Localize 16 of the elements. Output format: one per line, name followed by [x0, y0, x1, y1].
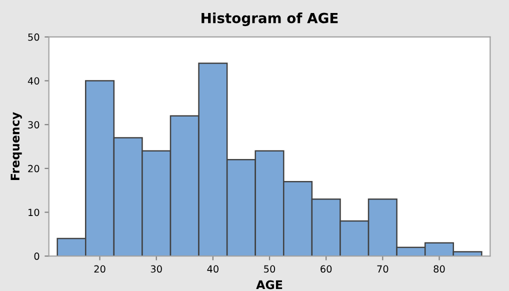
y-tick-label: 40 [28, 77, 40, 85]
x-tick-label: 80 [434, 265, 445, 273]
x-tick-label: 20 [94, 265, 106, 273]
chart-title: Histogram of AGE [202, 12, 338, 26]
x-tick-label: 70 [377, 265, 388, 273]
y-tick-label: 10 [28, 208, 40, 216]
x-tick-label: 30 [150, 265, 162, 273]
x-tick-label: 40 [207, 265, 218, 273]
y-axis-title: Frequency [10, 112, 22, 180]
y-tick-label: 30 [28, 121, 40, 128]
x-axis-title: AGE [256, 280, 282, 290]
y-tick-label: 0 [34, 252, 40, 260]
x-tick-label: 50 [264, 265, 276, 273]
x-tick-label: 60 [320, 265, 332, 273]
y-tick-label: 20 [28, 164, 40, 172]
y-tick-label: 50 [28, 33, 40, 41]
